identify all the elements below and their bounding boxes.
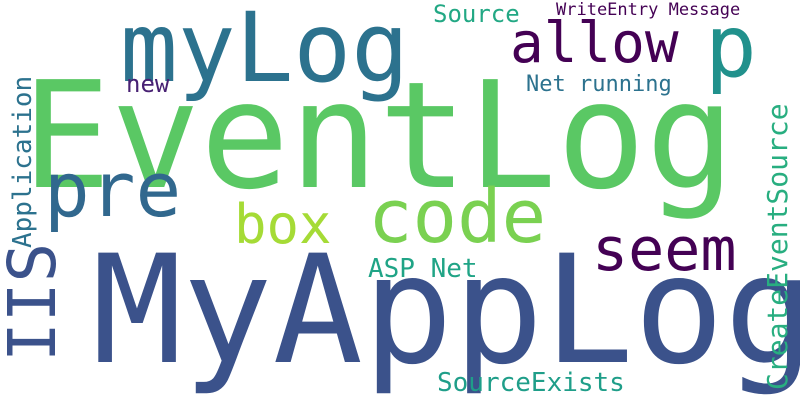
- word-seem: seem: [592, 215, 737, 285]
- word-createeventsource: CreateEventSource: [761, 103, 794, 390]
- word-pre: pre: [44, 145, 182, 234]
- word-writeentry-message: WriteEntry Message: [556, 0, 741, 20]
- word-allow: allow: [510, 11, 679, 76]
- word-application: Application: [8, 75, 38, 248]
- word-mylog: myLog: [120, 0, 409, 104]
- word-myapplog: MyAppLog: [92, 224, 800, 398]
- word-eventlog: EventLog: [22, 50, 735, 222]
- word-code: code: [368, 174, 547, 260]
- word-new: new: [126, 70, 170, 98]
- word-source: Source: [433, 0, 520, 28]
- word-sourceexists: SourceExists: [437, 368, 625, 398]
- word-iis: IIS: [0, 242, 71, 362]
- word-net-running: Net running: [526, 72, 672, 97]
- word-asp-net: ASP Net: [368, 254, 478, 284]
- word-p: p: [705, 0, 757, 97]
- word-box: box: [234, 193, 332, 256]
